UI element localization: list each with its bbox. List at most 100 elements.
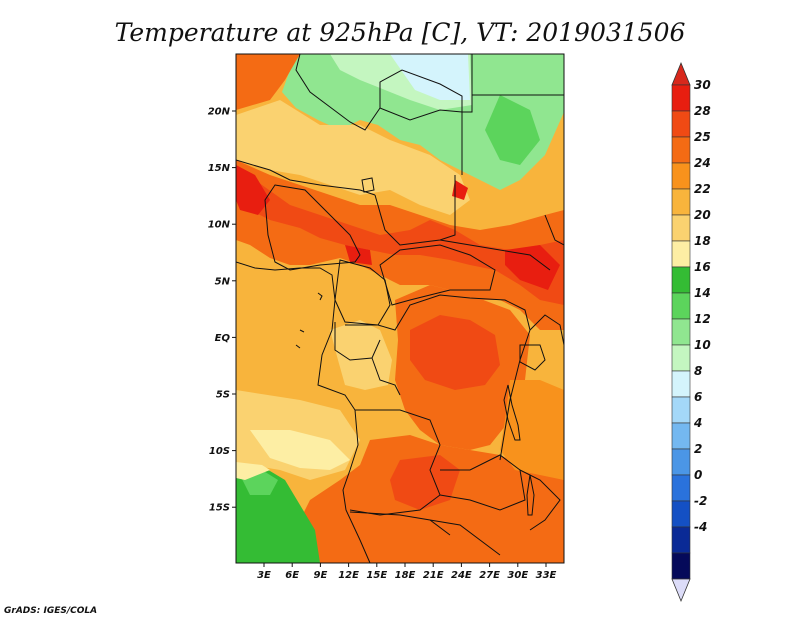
lat-tick-label: 5S [216, 390, 230, 401]
field-nw-orange [236, 54, 300, 110]
colorbar-swatch [671, 110, 691, 138]
colorbar-swatch [671, 370, 691, 398]
colorbar-label: 8 [694, 364, 702, 378]
field-sw-cream [236, 462, 270, 480]
colorbar-label: 4 [693, 416, 702, 430]
map-frame [235, 53, 565, 564]
grads-credit: GrADS: IGES/COLA [4, 606, 97, 616]
field-satl-cream [250, 430, 350, 470]
colorbar-swatch [671, 396, 691, 424]
temperature-field [236, 54, 564, 563]
lake-victoria [519, 344, 546, 371]
lat-tick-label: 10N [208, 220, 231, 231]
colorbar-swatch [671, 266, 691, 294]
boundary-sudan-ss [439, 239, 551, 271]
colorbar-label: -4 [694, 520, 707, 534]
lon-tick-label: 18E [395, 570, 416, 581]
map-title: Temperature at 925hPa [C], VT: 201903150… [115, 18, 686, 47]
colorbar-label: 25 [694, 130, 711, 144]
boundary-zambia [439, 454, 526, 511]
colorbar-swatch [671, 162, 691, 190]
boundary-chad [374, 175, 456, 246]
colorbar-label: 18 [694, 234, 711, 248]
colorbar-swatch [671, 422, 691, 450]
field-sahel-red [236, 165, 564, 305]
boundary-car [379, 244, 496, 306]
boundary-niger-mali [236, 159, 376, 196]
colorbar-label: 16 [694, 260, 711, 274]
boundaries [236, 54, 564, 563]
field-red-hotspot [236, 165, 270, 215]
boundary-kenya-uganda [529, 314, 564, 346]
lat-tick-label: 15N [208, 163, 231, 174]
colorbar-label: 6 [694, 390, 702, 404]
field-red-hotspot-2 [452, 180, 468, 200]
lon-tick-label: 27E [479, 570, 500, 581]
field-red-hotspot-4 [345, 245, 372, 265]
colorbar-swatch [671, 344, 691, 372]
colorbar-label: 22 [694, 182, 711, 196]
lat-tick-label: 10S [209, 446, 230, 457]
boundary-angola [349, 409, 441, 516]
colorbar-label: 14 [694, 286, 711, 300]
lon-tick-label: 6E [285, 570, 299, 581]
lat-tick-label: EQ [215, 333, 231, 344]
lon-tick-label: 3E [257, 570, 271, 581]
boundary-cameroon [334, 259, 391, 326]
coastline-west [236, 261, 371, 563]
field-congo-red [410, 315, 500, 390]
boundary-nigeria [264, 184, 361, 271]
colorbar-swatch [671, 474, 691, 502]
colorbar-swatch [671, 526, 691, 554]
lat-tick-label: 20N [208, 107, 231, 118]
colorbar-label: 10 [694, 338, 711, 352]
colorbar-swatch [671, 292, 691, 320]
boundary-drc-east [499, 329, 531, 461]
gulf-islands [295, 292, 323, 349]
colorbar-label: 24 [694, 156, 711, 170]
field-red-hotspot-3 [505, 245, 560, 290]
boundary-mozambique [519, 469, 561, 531]
colorbar-swatch [671, 448, 691, 476]
colorbar-label: 2 [694, 442, 702, 456]
lat-tick-label: 5N [215, 276, 231, 287]
lon-tick-label: 12E [338, 570, 359, 581]
lon-tick-label: 30E [507, 570, 528, 581]
colorbar-swatch [671, 318, 691, 346]
colorbar-label: 0 [694, 468, 702, 482]
lon-tick-label: 9E [314, 570, 328, 581]
colorbar-swatch [671, 188, 691, 216]
colorbar-label: 28 [694, 104, 711, 118]
boundary-botswana [429, 519, 501, 556]
field-east-lighter [500, 380, 564, 480]
colorbar-label: 20 [694, 208, 711, 222]
colorbar-swatch [671, 240, 691, 268]
field-guinea-ocean [236, 262, 320, 400]
field-north-light [236, 100, 470, 215]
lake-tanganyika [503, 384, 521, 441]
field-south-red [390, 455, 460, 510]
colorbar-top-arrow [671, 61, 691, 86]
field-sahara-cyan [390, 54, 470, 100]
lon-tick-label: 21E [423, 570, 444, 581]
lat-tick-label: 15S [209, 503, 230, 514]
colorbar-swatch [671, 84, 691, 112]
lon-tick-label: 24E [451, 570, 472, 581]
latitude-axis: 20N 15N 10N 5N EQ 5S 10S 15S [208, 107, 236, 514]
colorbar-label: 30 [694, 78, 711, 92]
colorbar-swatch [671, 214, 691, 242]
colorbar-swatch [671, 500, 691, 528]
colorbar-label: 12 [694, 312, 711, 326]
lon-tick-label: 33E [536, 570, 557, 581]
colorbar-label: -2 [694, 494, 707, 508]
colorbar-swatch [671, 136, 691, 164]
boundary-chad-north [379, 107, 463, 121]
lake-malawi [526, 474, 535, 516]
field-gabon-light [330, 320, 392, 390]
field-darkgreen-patch [485, 95, 540, 165]
colorbar-bottom-arrow [671, 578, 691, 603]
field-sahara-green [282, 54, 564, 190]
